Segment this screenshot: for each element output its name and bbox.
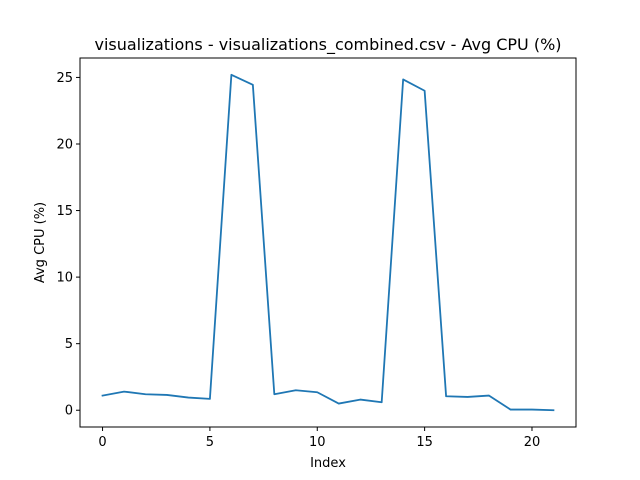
series-line (101, 73, 555, 412)
data-point (552, 409, 554, 411)
data-point (359, 399, 361, 401)
y-tick-label: 0 (65, 404, 73, 419)
data-point (445, 395, 447, 397)
data-point (381, 401, 383, 403)
data-point (510, 409, 512, 411)
data-point (424, 90, 426, 92)
data-point (166, 394, 168, 396)
data-point (295, 389, 297, 391)
x-tick-label: 10 (309, 435, 326, 450)
y-tick-label: 15 (56, 204, 73, 219)
data-point (102, 395, 104, 397)
data-point (144, 393, 146, 395)
y-tick-label: 10 (56, 271, 73, 286)
x-tick-label: 20 (524, 435, 541, 450)
data-point (467, 396, 469, 398)
y-tick-label: 20 (56, 137, 73, 152)
data-point (316, 391, 318, 393)
data-point (230, 74, 232, 76)
y-axis-title: Avg CPU (%) (33, 202, 48, 283)
data-point (252, 84, 254, 86)
data-point (488, 395, 490, 397)
data-point (531, 409, 533, 411)
chart-title: visualizations - visualizations_combined… (94, 35, 561, 55)
plot-frame (79, 57, 577, 428)
x-tick-label: 5 (206, 435, 214, 450)
y-tick-label: 5 (65, 337, 73, 352)
x-axis-title: Index (310, 456, 346, 471)
x-tick-label: 15 (416, 435, 433, 450)
data-point (123, 391, 125, 393)
y-tick-label: 25 (56, 71, 73, 86)
data-point (187, 397, 189, 399)
data-point (402, 78, 404, 80)
data-point (273, 393, 275, 395)
x-tick-label: 0 (98, 435, 106, 450)
data-point (338, 403, 340, 405)
data-point (209, 398, 211, 400)
